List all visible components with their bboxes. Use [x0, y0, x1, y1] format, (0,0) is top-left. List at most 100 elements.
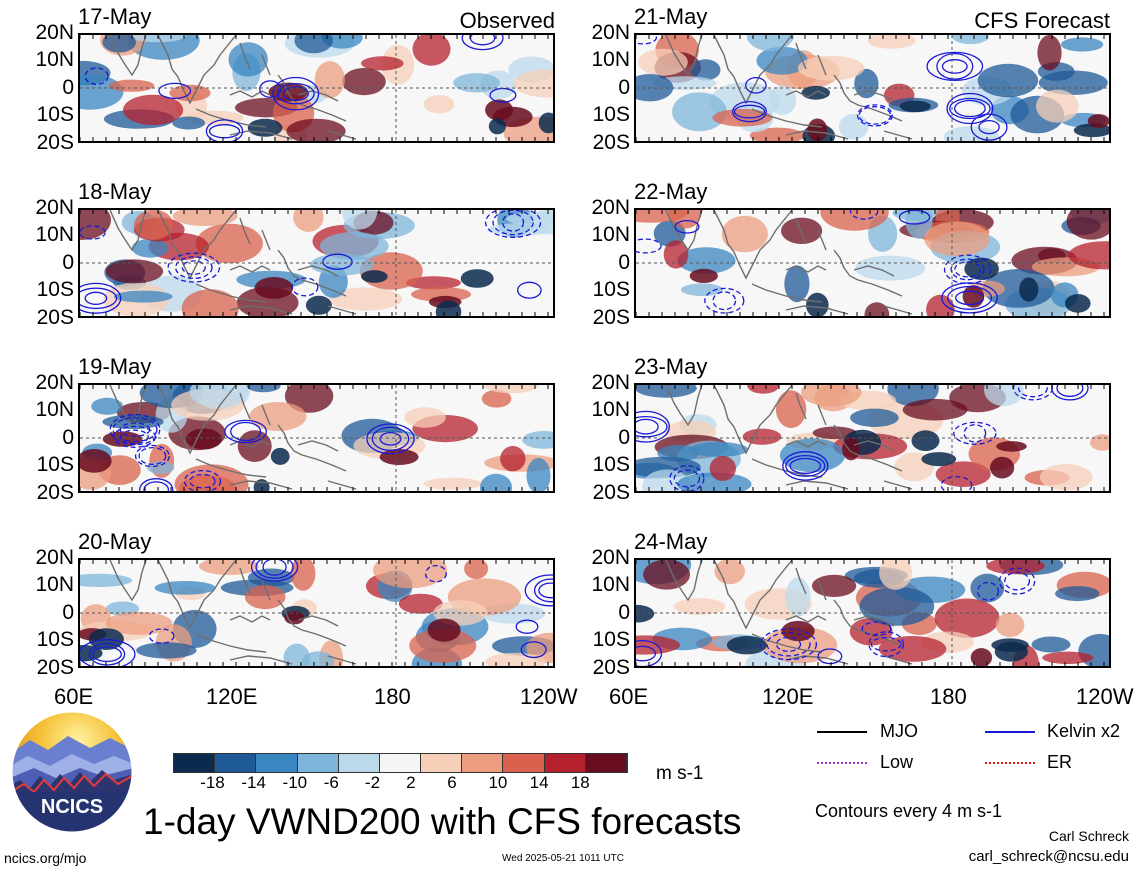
latitude-label: 10S — [592, 628, 630, 651]
colorbar-tick-label: 18 — [570, 773, 590, 792]
colorbar-swatch — [297, 754, 339, 772]
colorbar-tick-label: 14 — [529, 773, 549, 792]
forecast-label: CFS Forecast — [974, 8, 1110, 33]
latitude-label: 20N — [591, 371, 630, 394]
latitude-label: 10S — [592, 453, 630, 476]
date-label-fc-4: 24-May — [634, 529, 708, 554]
date-label-obs-1: 17-May — [78, 4, 152, 29]
lon-label-obs-60e: 60E — [54, 684, 94, 709]
map-panel-fc-4 — [634, 558, 1111, 668]
lon-label-obs-120w: 120W — [520, 684, 578, 709]
latitude-label: 20N — [35, 196, 74, 219]
lon-label-fc-180: 180 — [930, 684, 967, 709]
map-panel-fc-3 — [634, 383, 1111, 493]
colorbar — [173, 753, 628, 773]
latitude-label: 20S — [36, 656, 74, 679]
colorbar-tick-label: 6 — [447, 773, 457, 792]
latitude-label: 20N — [591, 546, 630, 569]
lon-label-obs-120e: 120E — [206, 684, 258, 709]
latitude-label: 10N — [35, 573, 74, 596]
latitude-label: 20S — [36, 481, 74, 504]
site-link[interactable]: ncics.org/mjo — [4, 850, 87, 866]
latitude-label: 10S — [36, 628, 74, 651]
latitude-label: 10S — [36, 278, 74, 301]
date-label-fc-1: 21-May — [634, 4, 708, 29]
latitude-label: 10N — [35, 48, 74, 71]
map-panel-obs-2 — [78, 208, 555, 318]
latitude-label: 10N — [35, 223, 74, 246]
legend-low-line — [817, 762, 867, 764]
colorbar-tick-label: 10 — [488, 773, 508, 792]
colorbar-units: m s-1 — [656, 763, 704, 784]
ncics-logo: NCICS — [10, 710, 134, 834]
latitude-label: 20S — [36, 131, 74, 154]
date-label-obs-3: 19-May — [78, 354, 152, 379]
map-panel-fc-1 — [634, 33, 1111, 143]
latitude-label: 0 — [618, 76, 630, 99]
legend-kelvin-label: Kelvin x2 — [1047, 721, 1121, 741]
lon-label-fc-120w: 120W — [1076, 686, 1134, 708]
map-panel-obs-1 — [78, 33, 555, 143]
observed-label: Observed — [459, 8, 555, 33]
date-label-fc-2: 22-May — [634, 179, 708, 204]
latitude-label: 10S — [592, 278, 630, 301]
latitude-label: 0 — [618, 601, 630, 624]
colorbar-swatch — [585, 754, 627, 772]
latitude-label: 20S — [36, 306, 74, 329]
colorbar-tick-label: -6 — [323, 773, 339, 792]
map-panel-obs-4 — [78, 558, 555, 668]
lon-label-fc-120e: 120E — [762, 684, 814, 709]
contours-note: Contours every 4 m s-1 — [815, 801, 1003, 821]
latitude-label: 10S — [36, 103, 74, 126]
latitude-label: 20N — [35, 371, 74, 394]
latitude-label: 10N — [591, 223, 630, 246]
latitude-label: 20S — [592, 481, 630, 504]
colorbar-swatch — [256, 754, 298, 772]
latitude-label: 0 — [618, 251, 630, 274]
lon-label-obs-180: 180 — [374, 684, 411, 709]
lon-label-fc-60e: 60E — [609, 684, 649, 709]
latitude-label: 0 — [618, 426, 630, 449]
latitude-label: 10N — [35, 398, 74, 421]
map-panel-obs-3 — [78, 383, 555, 493]
latitude-label: 20N — [35, 21, 74, 44]
latitude-label: 10N — [591, 48, 630, 71]
author-email[interactable]: carl_schreck@ncsu.edu — [968, 848, 1129, 865]
latitude-label: 10S — [36, 453, 74, 476]
latitude-label: 20N — [591, 196, 630, 219]
legend-er-line — [985, 762, 1035, 764]
timestamp: Wed 2025-05-21 1011 UTC — [502, 853, 624, 864]
latitude-label: 20S — [592, 306, 630, 329]
latitude-label: 20S — [592, 656, 630, 679]
colorbar-swatch — [174, 754, 216, 772]
latitude-label: 0 — [62, 426, 74, 449]
latitude-label: 0 — [62, 251, 74, 274]
colorbar-swatch — [421, 754, 463, 772]
latitude-label: 20N — [591, 21, 630, 44]
legend-kelvin-line — [985, 731, 1035, 733]
legend-low-label: Low — [880, 752, 914, 772]
colorbar-tick-label: -2 — [364, 773, 381, 792]
colorbar-swatch — [215, 754, 257, 772]
date-label-fc-3: 23-May — [634, 354, 708, 379]
logo-text: NCICS — [41, 796, 103, 818]
figure-title: 1-day VWND200 with CFS forecasts — [143, 801, 742, 842]
colorbar-swatch — [544, 754, 586, 772]
latitude-label: 10N — [591, 573, 630, 596]
latitude-label: 0 — [62, 601, 74, 624]
colorbar-swatch — [338, 754, 380, 772]
colorbar-swatch — [379, 754, 422, 772]
colorbar-tick-label: -18 — [200, 773, 225, 792]
legend-mjo-line — [817, 731, 867, 733]
date-label-obs-2: 18-May — [78, 179, 152, 204]
colorbar-tick-label: -14 — [241, 773, 266, 792]
latitude-label: 20S — [592, 131, 630, 154]
latitude-label: 10N — [591, 398, 630, 421]
author-name: Carl Schreck — [1048, 828, 1129, 844]
latitude-label: 0 — [62, 76, 74, 99]
map-panel-fc-2 — [634, 208, 1111, 318]
colorbar-tick-label: -10 — [282, 773, 308, 792]
latitude-label: 20N — [35, 546, 74, 569]
colorbar-swatch — [503, 754, 545, 772]
colorbar-swatch — [462, 754, 504, 772]
